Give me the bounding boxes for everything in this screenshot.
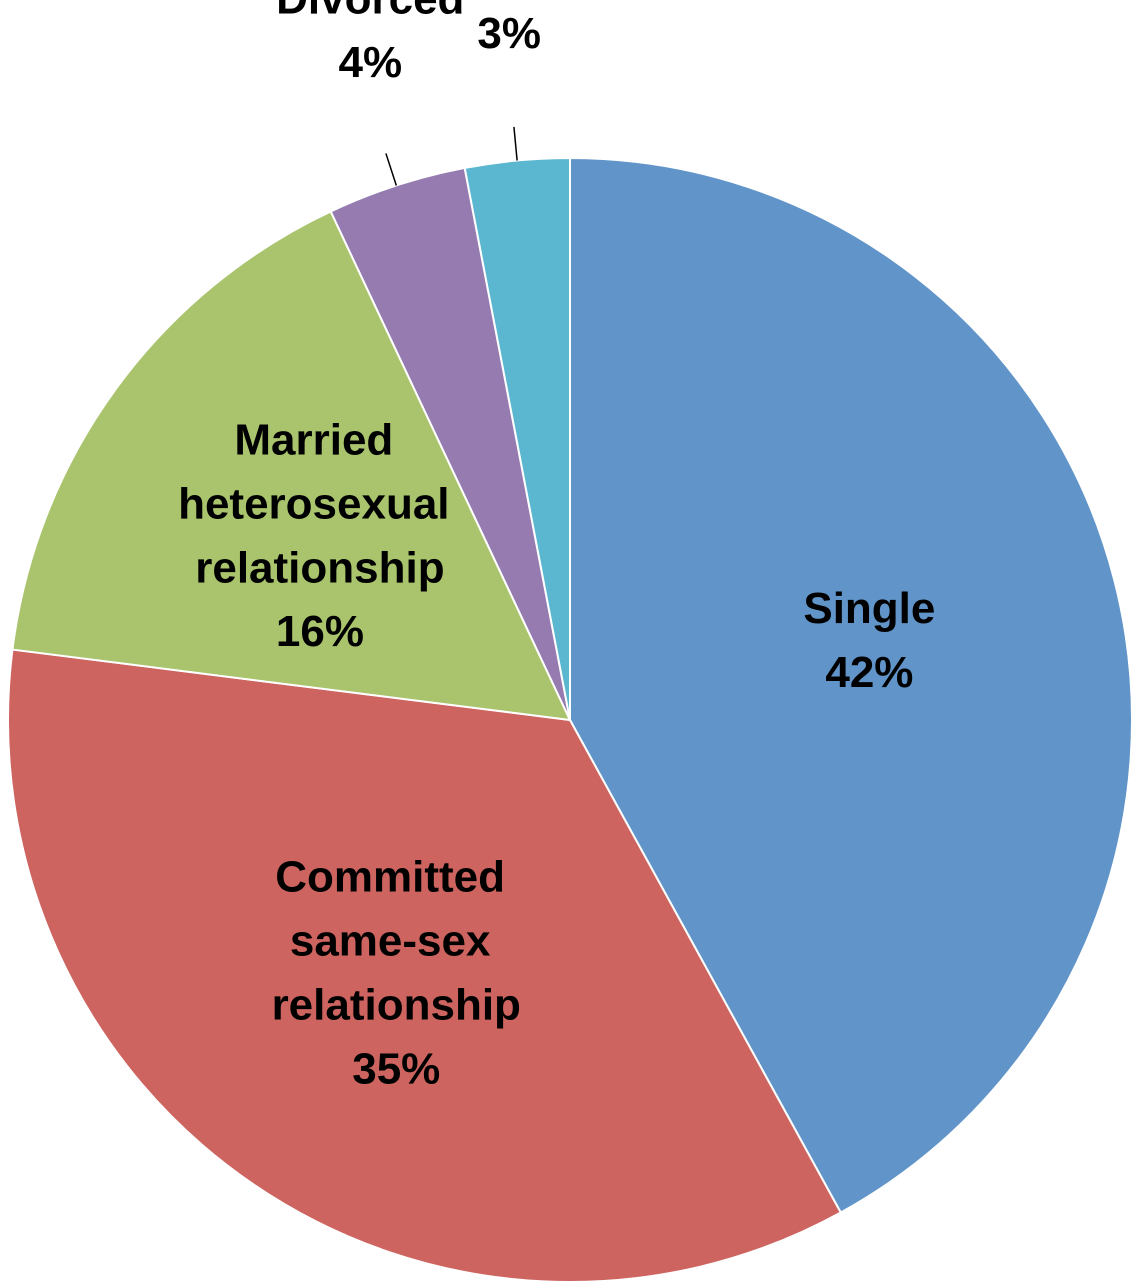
leader-line <box>513 126 518 161</box>
pie-slice <box>7 648 843 1283</box>
leader-line <box>385 153 398 186</box>
pie-slice <box>11 210 572 722</box>
category-label: Committed same-sex relationship <box>272 852 521 1029</box>
value-label: 3% <box>477 9 541 58</box>
value-label: 16% <box>276 607 364 656</box>
category-label: Married heterosexual relationship <box>178 415 462 592</box>
value-label: 35% <box>352 1044 440 1093</box>
pie-slice <box>569 156 1133 1214</box>
category-label: Single <box>803 584 935 633</box>
pie-slice <box>463 156 571 721</box>
category-label: Divorced <box>276 0 464 23</box>
value-label: 4% <box>338 38 402 87</box>
value-label: 42% <box>825 648 913 697</box>
